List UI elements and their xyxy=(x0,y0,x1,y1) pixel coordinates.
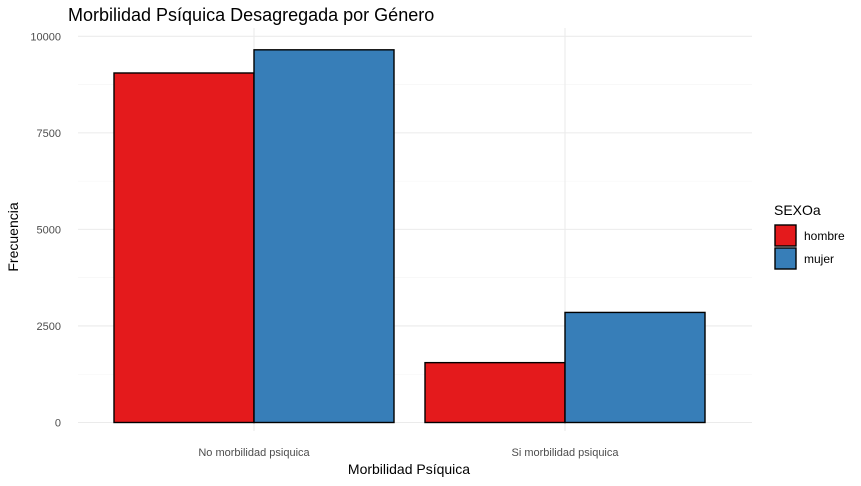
x-axis-title: Morbilidad Psíquica xyxy=(348,461,470,477)
y-axis-ticks: 0 2500 5000 7500 10000 xyxy=(30,31,61,429)
bar-mujer xyxy=(564,311,706,424)
legend-title: SEXOa xyxy=(774,202,821,218)
legend-items: hombre mujer xyxy=(774,224,845,270)
y-axis-title: Frecuencia xyxy=(5,202,21,271)
bar-hombre xyxy=(113,72,255,424)
legend-label-hombre: hombre xyxy=(804,229,845,243)
x-tick-label: No morbilidad psiquica xyxy=(198,447,310,459)
legend-label-mujer: mujer xyxy=(804,252,834,266)
legend: SEXOa hombre mujer xyxy=(774,202,845,270)
y-tick-label: 5000 xyxy=(37,224,61,236)
x-axis-ticks: No morbilidad psiquica Si morbilidad psiq… xyxy=(198,447,619,459)
y-tick-label: 2500 xyxy=(37,321,61,333)
y-tick-label: 0 xyxy=(55,418,61,430)
y-tick-label: 10000 xyxy=(30,31,61,43)
bar-hombre xyxy=(424,361,566,424)
legend-key-mujer xyxy=(774,247,797,270)
y-tick-label: 7500 xyxy=(37,128,61,140)
x-tick-label: Si morbilidad psiquica xyxy=(512,447,620,459)
legend-key-hombre xyxy=(774,224,797,247)
bar-mujer xyxy=(253,49,395,424)
chart-title: Morbilidad Psíquica Desagregada por Géne… xyxy=(68,5,434,25)
bars xyxy=(113,49,706,424)
